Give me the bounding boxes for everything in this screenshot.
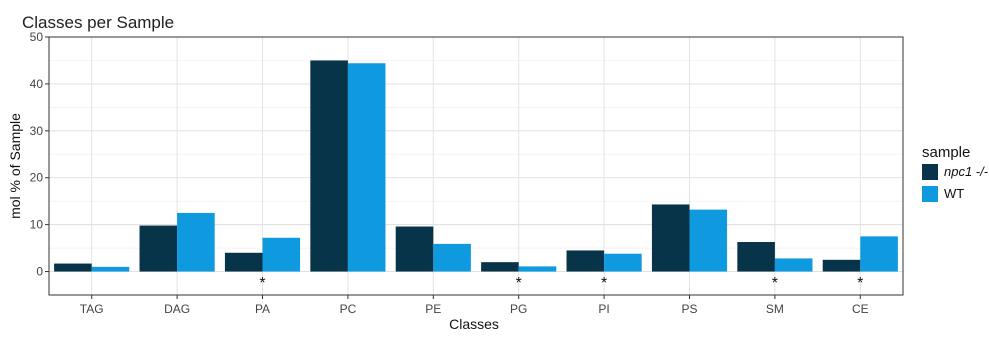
bar-sm-npc1	[737, 241, 775, 272]
x-tick-label-dag: DAG	[164, 302, 190, 316]
y-tick-label-3: 30	[30, 124, 44, 138]
y-axis-title: mol % of Sample	[7, 113, 23, 219]
y-tick-label-0: 0	[36, 265, 43, 279]
y-tick-label-5: 50	[30, 30, 44, 44]
bar-dag-npc1	[139, 225, 178, 272]
bar-dag-wt	[177, 212, 215, 272]
bar-pc-npc1	[310, 60, 348, 272]
bar-pa-wt	[262, 237, 301, 272]
x-tick-label-sm: SM	[766, 302, 784, 316]
bar-tag-npc1	[54, 263, 92, 272]
legend-swatch-wt	[922, 186, 938, 202]
bar-pi-wt	[604, 253, 642, 272]
bar-pi-npc1	[566, 250, 605, 272]
plot-area: 0 10 20 30 40 50 TAG DAG PA PC PE PG PI PS SM CE * * * * *	[30, 30, 904, 316]
bar-ce-wt	[860, 236, 898, 272]
x-tick-label-ps: PS	[681, 302, 697, 316]
x-tick-label-ce: CE	[852, 302, 869, 316]
bar-pe-wt	[433, 243, 471, 272]
x-tick-label-pe: PE	[425, 302, 441, 316]
x-tick-label-pi: PI	[598, 302, 609, 316]
bar-pc-wt	[347, 63, 386, 272]
legend: sample npc1 -/- WT	[922, 144, 989, 202]
bar-pe-npc1	[395, 226, 434, 272]
significance-mark-pg: *	[516, 275, 522, 292]
significance-mark-pa: *	[259, 275, 265, 292]
bar-pg-npc1	[481, 262, 519, 272]
significance-mark-ce: *	[857, 275, 863, 292]
legend-swatch-npc1	[922, 164, 938, 180]
legend-label-npc1: npc1 -/-	[944, 164, 989, 179]
y-tick-label-2: 20	[30, 171, 44, 185]
bar-sm-wt	[774, 258, 813, 272]
chart-title: Classes per Sample	[22, 13, 174, 32]
bar-ps-wt	[689, 209, 728, 272]
bar-pa-npc1	[224, 252, 263, 272]
y-tick-label-4: 40	[30, 77, 44, 91]
x-tick-label-tag: TAG	[80, 302, 104, 316]
bar-ps-npc1	[651, 204, 690, 272]
x-tick-label-pc: PC	[340, 302, 357, 316]
legend-label-wt: WT	[944, 186, 964, 201]
bar-ce-npc1	[822, 259, 861, 272]
significance-mark-sm: *	[772, 275, 778, 292]
x-axis-title: Classes	[449, 316, 499, 332]
bar-tag-wt	[91, 266, 130, 272]
x-tick-label-pa: PA	[255, 302, 270, 316]
legend-items: npc1 -/- WT	[922, 164, 989, 202]
plot-border	[48, 36, 904, 296]
legend-title: sample	[922, 144, 970, 161]
y-tick-label-1: 10	[30, 218, 44, 232]
x-tick-label-pg: PG	[510, 302, 527, 316]
bar-pg-wt	[518, 266, 557, 272]
significance-mark-pi: *	[601, 275, 607, 292]
